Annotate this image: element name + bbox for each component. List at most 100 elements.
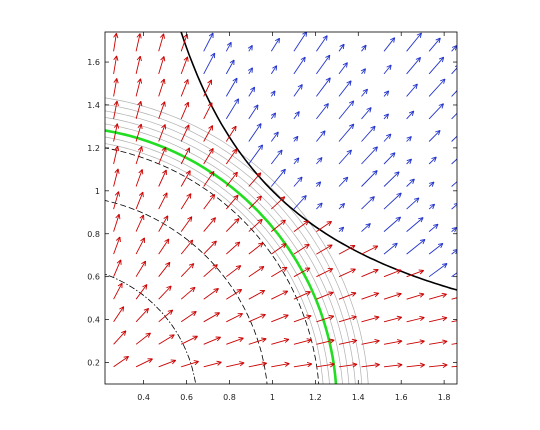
field-arrow: [406, 32, 422, 52]
field-arrow: [158, 192, 168, 210]
field-arrow: [180, 193, 192, 210]
field-arrow: [203, 336, 221, 345]
x-tick-label: 1: [270, 393, 275, 402]
field-arrow: [226, 265, 242, 278]
field-arrow: [135, 237, 145, 255]
field-arrow: [271, 290, 289, 300]
field-arrow: [338, 202, 346, 210]
field-arrow: [135, 284, 148, 300]
field-arrow: [338, 226, 345, 233]
field-arrow: [225, 98, 240, 120]
field-arrow: [113, 11, 117, 29]
field-arrow: [428, 156, 437, 165]
field-arrow: [203, 194, 216, 210]
field-arrow: [383, 171, 400, 187]
field-arrow: [383, 113, 389, 120]
y-axis: 0.2 0.4 0.6 0.8 1 1.2 1.4 1.6: [87, 58, 457, 368]
field-arrow: [271, 11, 282, 29]
field-arrow: [135, 214, 145, 232]
field-arrow: [316, 202, 323, 210]
field-arrow: [225, 194, 239, 210]
field-arrow: [180, 79, 189, 97]
field-arrow: [316, 362, 335, 368]
field-arrow: [135, 101, 143, 120]
field-arrow: [113, 191, 120, 210]
field-arrow: [135, 260, 147, 277]
field-arrow: [428, 242, 444, 255]
field-arrow: [203, 148, 214, 165]
x-tick-label: 1.8: [438, 393, 451, 402]
field-arrow: [158, 261, 171, 277]
field-arrow: [361, 268, 379, 278]
field-arrow: [158, 124, 167, 142]
field-arrow: [383, 242, 398, 255]
field-arrow: [316, 220, 332, 232]
arc-1.22: [105, 147, 320, 384]
field-arrow: [225, 77, 238, 97]
x-tick-label: 0.6: [180, 393, 193, 402]
field-arrow: [406, 136, 412, 142]
field-arrow: [316, 77, 331, 97]
field-arrow: [180, 170, 191, 187]
field-arrow: [225, 41, 232, 52]
field-arrow: [428, 78, 446, 97]
field-arrow: [158, 169, 167, 187]
field-arrow: [158, 146, 167, 165]
field-arrow: [181, 360, 199, 368]
field-arrow: [135, 358, 153, 368]
x-tick-label: 0.8: [223, 393, 236, 402]
field-arrow: [338, 123, 355, 142]
field-arrow: [180, 311, 197, 323]
field-arrow: [338, 149, 352, 165]
x-tick-label: 0.4: [137, 393, 150, 402]
field-arrow: [135, 307, 150, 323]
field-arrow: [203, 79, 213, 97]
field-arrow: [180, 147, 190, 165]
field-arrow: [158, 56, 166, 75]
field-arrow: [316, 54, 331, 75]
field-arrow: [428, 263, 448, 278]
field-arrow: [203, 217, 216, 232]
field-arrow: [406, 315, 425, 323]
field-arrow: [316, 338, 335, 345]
field-arrow: [383, 216, 402, 232]
field-arrow: [270, 149, 283, 165]
field-arrow: [451, 158, 457, 165]
field-arrow: [361, 292, 380, 300]
field-arrow: [428, 203, 436, 210]
field-arrow: [271, 337, 290, 345]
field-arrow: [248, 242, 264, 255]
field-arrow: [383, 269, 402, 278]
field-arrow: [270, 112, 277, 120]
field-arrow: [248, 313, 266, 323]
field-arrow: [113, 355, 129, 368]
field-arrow: [180, 101, 190, 120]
y-tick-label: 0.6: [87, 273, 100, 282]
field-arrow: [203, 288, 219, 300]
field-arrow: [361, 146, 378, 165]
field-arrow: [316, 18, 323, 29]
field-arrow: [316, 291, 334, 300]
field-arrow: [271, 219, 286, 232]
field-arrow: [248, 337, 267, 345]
field-arrow: [293, 291, 311, 300]
field-arrow: [361, 170, 378, 187]
field-arrow: [248, 289, 266, 300]
field-arrow: [226, 289, 243, 300]
curve-layer: [105, 32, 457, 384]
field-arrow: [135, 332, 151, 345]
field-arrow: [225, 125, 237, 142]
field-arrow: [428, 37, 441, 52]
field-arrow: [428, 103, 444, 120]
field-arrow: [338, 268, 356, 278]
field-arrow: [451, 135, 457, 142]
field-arrow: [270, 168, 286, 187]
field-arrow: [225, 148, 238, 165]
field-arrow: [361, 88, 368, 97]
field-arrow: [203, 360, 222, 368]
field-arrow: [361, 223, 371, 232]
field-arrow: [181, 8, 191, 29]
field-arrow: [203, 240, 217, 255]
field-arrow: [338, 245, 356, 255]
field-arrow: [203, 52, 216, 75]
